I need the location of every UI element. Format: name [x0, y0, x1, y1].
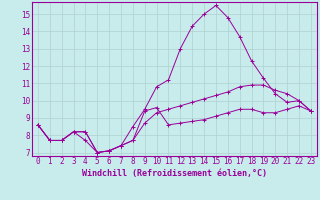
X-axis label: Windchill (Refroidissement éolien,°C): Windchill (Refroidissement éolien,°C)	[82, 169, 267, 178]
